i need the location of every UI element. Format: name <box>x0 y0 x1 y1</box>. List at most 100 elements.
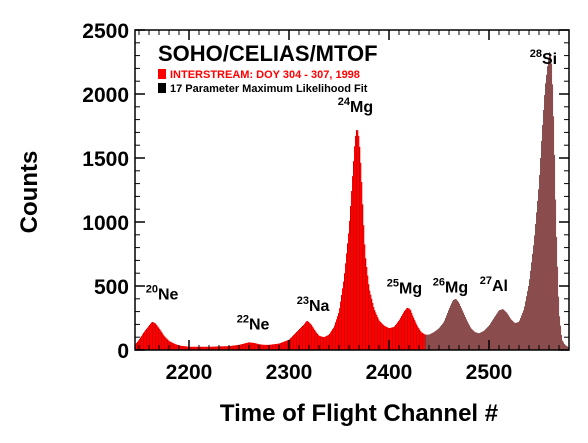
histogram-bar <box>176 344 178 350</box>
histogram-bar <box>370 294 372 350</box>
histogram-bar <box>397 322 399 350</box>
histogram-bar <box>219 346 221 350</box>
fit-bar <box>534 235 535 350</box>
histogram-bar <box>422 333 424 350</box>
histogram-bar <box>140 337 142 350</box>
histogram-bar <box>169 341 171 350</box>
histogram-bar <box>404 310 406 350</box>
fit-bar <box>453 299 454 350</box>
histogram-bar <box>148 326 150 350</box>
histogram-bar <box>216 346 218 350</box>
histogram-bar <box>383 325 385 350</box>
histogram-bar <box>329 333 331 350</box>
histogram-bar <box>410 310 412 350</box>
fit-bar <box>479 333 480 350</box>
fit-bar <box>493 318 494 350</box>
histogram-bar <box>356 130 358 350</box>
histogram-bar <box>161 332 163 350</box>
fit-bar <box>487 327 488 350</box>
histogram-bar <box>184 346 186 350</box>
fit-bar <box>472 329 473 350</box>
fit-bar <box>502 309 503 350</box>
fit-bar <box>433 332 434 350</box>
histogram-bar <box>240 344 242 350</box>
histogram-bar <box>367 275 369 350</box>
peak-label: 26 Mg <box>433 276 468 296</box>
fit-bar <box>456 299 457 350</box>
histogram-bar <box>231 345 233 350</box>
fit-bar <box>531 262 532 350</box>
histogram-bar <box>249 342 251 350</box>
histogram-bar <box>408 308 410 350</box>
histogram-bar <box>401 316 403 350</box>
peak-label-element: Na <box>309 298 330 315</box>
histogram-bar <box>369 290 371 350</box>
y-tick-label: 2000 <box>82 84 129 107</box>
histogram-bar <box>183 346 185 350</box>
fit-bar <box>535 223 536 350</box>
fit-bar <box>552 84 553 351</box>
fit-bar <box>528 286 529 350</box>
histogram-bar <box>156 325 158 350</box>
histogram-bar <box>256 343 258 350</box>
histogram-bar <box>154 322 156 350</box>
fit-bar <box>524 306 525 350</box>
fit-bar <box>432 332 433 350</box>
histogram-bar <box>343 281 345 350</box>
fit-bar <box>440 326 441 350</box>
fit-bar <box>466 319 467 350</box>
fit-bar <box>427 334 428 350</box>
fit-bar <box>490 323 491 350</box>
x-tick-label: 2200 <box>166 361 213 384</box>
fit-bar <box>515 322 516 350</box>
histogram-bar <box>416 324 418 350</box>
fit-bar <box>469 325 470 350</box>
histogram-bar <box>395 325 397 350</box>
histogram-bar <box>145 330 147 350</box>
histogram-bar <box>186 346 188 350</box>
histogram-bar <box>191 346 193 350</box>
peak-label-element: Al <box>492 278 508 295</box>
fit-bar <box>525 301 526 350</box>
histogram-bar <box>204 346 206 350</box>
fit-bar <box>533 245 534 350</box>
fit-bar <box>477 332 478 350</box>
histogram-bar <box>348 233 350 350</box>
fit-bar <box>503 309 504 350</box>
histogram-bar <box>417 326 419 350</box>
histogram-bar <box>147 327 149 350</box>
histogram-bar <box>194 346 196 350</box>
legend-label-black: 17 Parameter Maximum Likelihood Fit <box>170 83 368 95</box>
fit-bar <box>461 308 462 350</box>
histogram-bar <box>361 182 363 350</box>
fit-bar <box>494 317 495 350</box>
histogram-bar <box>398 321 400 350</box>
fit-bar <box>457 300 458 350</box>
histogram-bar <box>153 322 155 350</box>
histogram-bar <box>373 306 375 350</box>
legend-label-red: INTERSTREAM: DOY 304 - 307, 1998 <box>170 69 360 81</box>
histogram-bar <box>387 327 389 350</box>
histogram-bar <box>313 328 315 350</box>
histogram-bar <box>155 323 157 350</box>
histogram-bar <box>340 301 342 350</box>
fit-bar <box>514 322 515 350</box>
fit-bar <box>451 303 452 350</box>
fit-bar <box>495 315 496 350</box>
histogram-bar <box>250 342 252 350</box>
histogram-bar <box>136 342 138 350</box>
histogram-bar <box>239 344 241 350</box>
histogram-bar <box>374 310 376 350</box>
peak-label: 23 Na <box>297 295 330 315</box>
histogram-bar <box>166 338 168 350</box>
histogram-bar <box>318 335 320 350</box>
histogram-bar <box>347 243 349 350</box>
histogram-bar <box>182 345 184 350</box>
fit-bar <box>545 83 546 350</box>
histogram-bar <box>294 334 296 350</box>
fit-bar <box>454 299 455 350</box>
histogram-bar <box>345 263 347 350</box>
fit-bar <box>510 318 511 350</box>
fit-bar <box>471 328 472 350</box>
histogram-bar <box>137 341 139 350</box>
